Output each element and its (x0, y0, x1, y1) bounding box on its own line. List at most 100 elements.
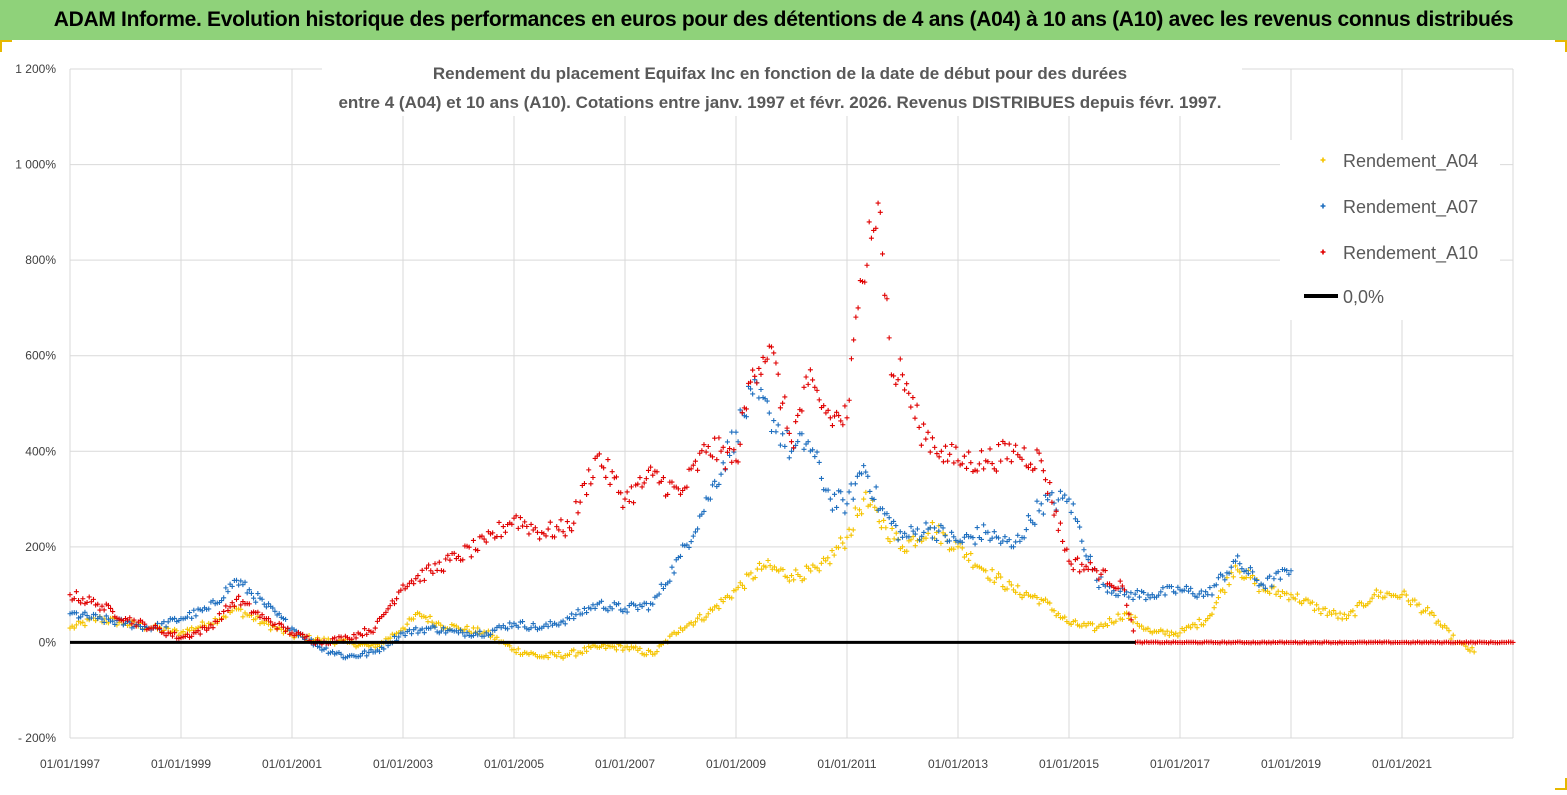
data-point (1399, 592, 1405, 598)
data-point (722, 466, 728, 472)
data-point (742, 585, 748, 591)
data-point (411, 581, 417, 587)
x-tick-label: 01/01/1997 (40, 757, 100, 771)
data-point (859, 471, 865, 477)
data-point (733, 429, 739, 435)
data-point (801, 384, 807, 390)
data-point (895, 377, 901, 383)
data-point (881, 517, 887, 523)
data-point (1130, 596, 1136, 602)
data-point (908, 537, 914, 543)
data-point (1267, 573, 1273, 579)
data-point (949, 529, 955, 535)
gridlines (69, 68, 1514, 739)
data-point (219, 616, 225, 622)
data-point (187, 610, 193, 616)
data-point (167, 630, 173, 636)
data-point (1160, 628, 1166, 634)
data-point (592, 605, 598, 611)
data-point (993, 468, 999, 474)
data-point (1136, 594, 1142, 600)
data-point (966, 557, 972, 563)
data-point (974, 525, 980, 531)
data-point (406, 627, 412, 633)
data-point (1104, 623, 1110, 629)
data-point (1470, 639, 1476, 645)
data-point (554, 524, 560, 530)
data-point (789, 573, 794, 579)
data-point (423, 565, 429, 571)
data-point (1006, 537, 1012, 543)
data-point (825, 487, 831, 493)
data-point (274, 626, 280, 632)
x-tick-label: 01/01/2009 (706, 757, 766, 771)
data-point (225, 589, 231, 595)
data-point (579, 650, 585, 656)
data-point (462, 626, 468, 632)
data-point (1051, 512, 1057, 518)
series-Rendement_A10 (67, 200, 1516, 647)
data-point (86, 594, 92, 600)
data-point (112, 621, 118, 627)
data-point (1134, 621, 1140, 627)
data-point (844, 501, 850, 507)
data-point (961, 534, 967, 540)
data-point (866, 219, 872, 225)
data-point (317, 644, 323, 650)
data-point (517, 515, 523, 521)
data-point (743, 406, 749, 412)
data-point (409, 578, 415, 584)
data-point (206, 625, 212, 631)
data-point (759, 566, 765, 572)
data-point (253, 616, 259, 622)
data-point (323, 645, 329, 651)
data-point (99, 616, 105, 622)
data-point (513, 513, 519, 519)
data-point (1085, 557, 1091, 563)
legend-label: Rendement_A10 (1343, 243, 1478, 264)
data-point (543, 533, 549, 539)
data-point (842, 510, 848, 516)
data-point (1416, 601, 1422, 607)
data-point (571, 520, 577, 526)
y-tick-label: - 200% (18, 731, 56, 745)
data-point (946, 538, 952, 544)
data-point (705, 444, 711, 450)
data-point (887, 538, 893, 544)
data-point (605, 457, 611, 463)
data-point (1008, 582, 1014, 588)
data-point (402, 633, 408, 639)
data-point (1156, 592, 1162, 598)
data-point (470, 537, 476, 543)
data-point (1277, 593, 1283, 599)
data-point (351, 632, 357, 638)
data-point (88, 615, 94, 621)
data-point (515, 525, 521, 531)
data-point (616, 601, 622, 607)
data-point (421, 577, 427, 583)
data-point (1408, 640, 1414, 646)
data-point (712, 435, 718, 441)
data-point (242, 579, 248, 585)
x-tick-label: 01/01/2015 (1039, 757, 1099, 771)
data-point (864, 262, 870, 268)
data-point (780, 400, 786, 406)
data-point (236, 593, 242, 599)
data-point (229, 583, 235, 589)
data-point (844, 415, 850, 421)
data-point (1045, 497, 1051, 503)
data-point (1043, 596, 1049, 602)
data-point (1412, 640, 1418, 646)
data-point (1301, 639, 1307, 645)
data-point (1262, 585, 1268, 591)
data-point (1358, 600, 1364, 606)
data-point (573, 612, 579, 618)
x-tick-label: 01/01/1999 (151, 757, 211, 771)
data-point (567, 651, 572, 657)
data-point (1435, 639, 1441, 645)
data-point (748, 386, 754, 392)
data-point (1261, 639, 1267, 645)
data-point (129, 621, 135, 627)
data-point (699, 448, 705, 454)
data-point (754, 566, 760, 572)
